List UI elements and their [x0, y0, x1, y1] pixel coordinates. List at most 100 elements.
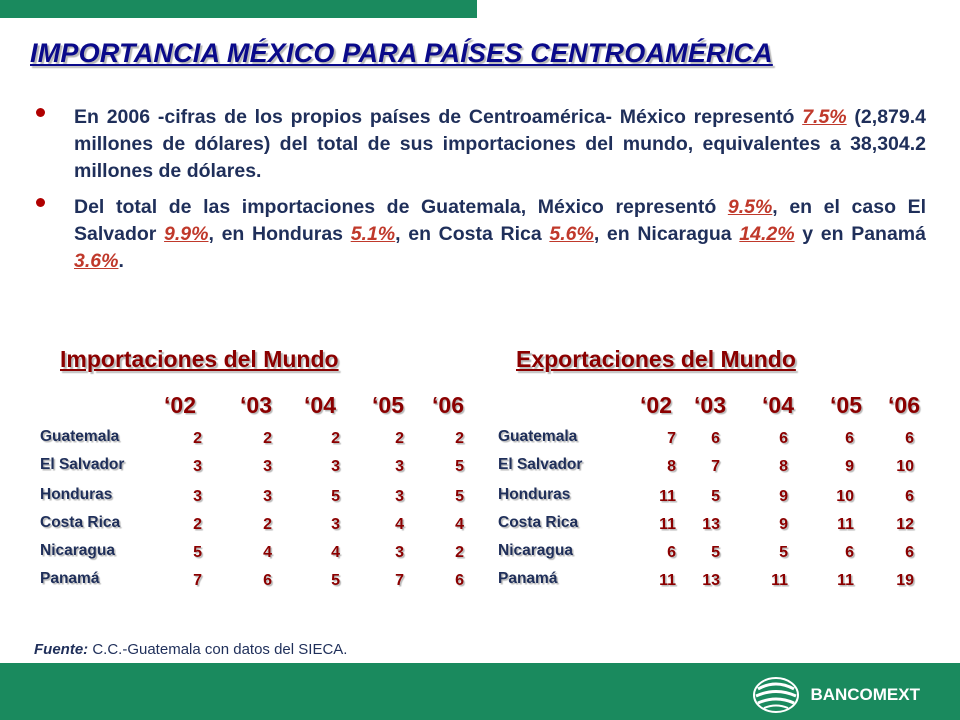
country-label: Honduras: [498, 486, 571, 503]
highlight-percent: 3.6%: [74, 250, 119, 272]
country-label: Guatemala: [40, 428, 120, 445]
table-cell: 6: [845, 430, 854, 447]
country-label: El Salvador: [498, 456, 583, 473]
table-cell: 6: [455, 572, 464, 589]
table-cell: 5: [711, 544, 720, 561]
exports-table-title: Exportaciones del Mundo: [516, 346, 796, 372]
year-header: ‘03: [694, 392, 726, 418]
table-cell: 5: [331, 488, 340, 505]
table-cell: 13: [702, 572, 720, 589]
table-cell: 5: [455, 458, 464, 475]
highlight-percent: 9.5%: [727, 196, 773, 218]
table-cell: 4: [455, 516, 464, 533]
table-cell: 7: [667, 430, 676, 447]
table-cell: 2: [331, 430, 340, 447]
table-cell: 7: [395, 572, 404, 589]
table-cell: 11: [771, 572, 788, 589]
country-label: Nicaragua: [40, 542, 115, 559]
text-segment: En 2006 -cifras de los propios países de…: [74, 106, 803, 128]
text-segment: , en Costa Rica: [395, 223, 550, 245]
table-cell: 3: [395, 488, 404, 505]
brand-logo: BANCOMEXT: [750, 675, 920, 715]
imports-table: ‘02 ‘03 ‘04 ‘05 ‘06 Guatemala 2 2 2 2 2 El Salvador…: [40, 392, 470, 607]
table-cell: 11: [659, 488, 676, 505]
country-label: Costa Rica: [498, 514, 579, 531]
table-cell: 5: [711, 488, 720, 505]
table-cell: 2: [193, 516, 202, 533]
table-cell: 3: [395, 544, 404, 561]
text-segment: , en Nicaragua: [593, 223, 740, 245]
bullet-dot-icon: [36, 198, 45, 207]
table-cell: 19: [896, 572, 914, 589]
table-cell: 3: [193, 458, 202, 475]
year-header: ‘06: [888, 392, 920, 418]
table-cell: 6: [905, 544, 914, 561]
imports-table-title: Importaciones del Mundo: [60, 346, 339, 372]
table-cell: 2: [193, 430, 202, 447]
table-cell: 6: [905, 430, 914, 447]
year-header: ‘02: [640, 392, 672, 418]
table-cell: 11: [659, 572, 676, 589]
year-header: ‘04: [762, 392, 794, 418]
table-cell: 9: [845, 458, 854, 475]
bullet-text-1: En 2006 -cifras de los propios países de…: [74, 104, 926, 185]
country-label: Panamá: [40, 570, 100, 587]
table-cell: 5: [193, 544, 202, 561]
table-cell: 12: [896, 516, 914, 533]
table-cell: 10: [896, 458, 914, 475]
table-cell: 8: [779, 458, 788, 475]
table-cell: 5: [455, 488, 464, 505]
text-segment: Del total de las importaciones de Guatem…: [74, 196, 728, 218]
table-cell: 11: [659, 516, 676, 533]
highlight-percent: 14.2%: [739, 223, 795, 245]
table-cell: 2: [455, 544, 464, 561]
bullet-item-1: En 2006 -cifras de los propios países de…: [36, 104, 926, 185]
table-cell: 11: [837, 516, 854, 533]
page-title: IMPORTANCIA MÉXICO PARA PAÍSES CENTROAMÉ…: [30, 38, 773, 68]
country-label: Honduras: [40, 486, 113, 503]
exports-table: ‘02 ‘03 ‘04 ‘05 ‘06 Guatemala 7 6 6 6 6 El Salvador…: [498, 392, 928, 607]
table-cell: 5: [779, 544, 788, 561]
bullet-text-2: Del total de las importaciones de Guatem…: [74, 194, 926, 275]
globe-logo-icon: [753, 677, 800, 713]
table-cell: 6: [263, 572, 272, 589]
text-segment: , en el caso El Salvador: [74, 196, 927, 245]
table-cell: 7: [711, 458, 720, 475]
year-header: ‘03: [240, 392, 272, 418]
year-header: ‘02: [164, 392, 196, 418]
table-cell: 3: [331, 516, 340, 533]
year-header: ‘06: [432, 392, 464, 418]
table-cell: 11: [837, 572, 854, 589]
highlight-percent: 5.6%: [549, 223, 594, 245]
table-cell: 3: [263, 488, 272, 505]
year-header: ‘05: [830, 392, 862, 418]
table-cell: 3: [193, 488, 202, 505]
table-cell: 13: [702, 516, 720, 533]
top-accent-bar: [0, 0, 477, 18]
table-cell: 6: [905, 488, 914, 505]
table-cell: 2: [263, 516, 272, 533]
text-segment: , en Honduras: [208, 223, 351, 245]
table-cell: 5: [331, 572, 340, 589]
table-cell: 6: [845, 544, 854, 561]
bullet-item-2: Del total de las importaciones de Guatem…: [36, 194, 926, 275]
bullet-dot-icon: [36, 108, 45, 117]
text-segment: .: [118, 250, 124, 272]
table-cell: 2: [455, 430, 464, 447]
table-cell: 3: [263, 458, 272, 475]
table-cell: 9: [779, 488, 788, 505]
table-cell: 3: [395, 458, 404, 475]
highlight-percent: 7.5%: [802, 106, 847, 128]
year-header: ‘05: [372, 392, 404, 418]
table-cell: 9: [779, 516, 788, 533]
country-label: Costa Rica: [40, 514, 121, 531]
table-cell: 2: [395, 430, 404, 447]
table-cell: 6: [711, 430, 720, 447]
table-cell: 4: [263, 544, 272, 561]
table-cell: 4: [331, 544, 340, 561]
table-cell: 2: [263, 430, 272, 447]
source-text: C.C.-Guatemala con datos del SIECA.: [88, 641, 348, 658]
table-cell: 10: [836, 488, 854, 505]
table-cell: 7: [193, 572, 202, 589]
source-label: Fuente:: [34, 641, 89, 658]
